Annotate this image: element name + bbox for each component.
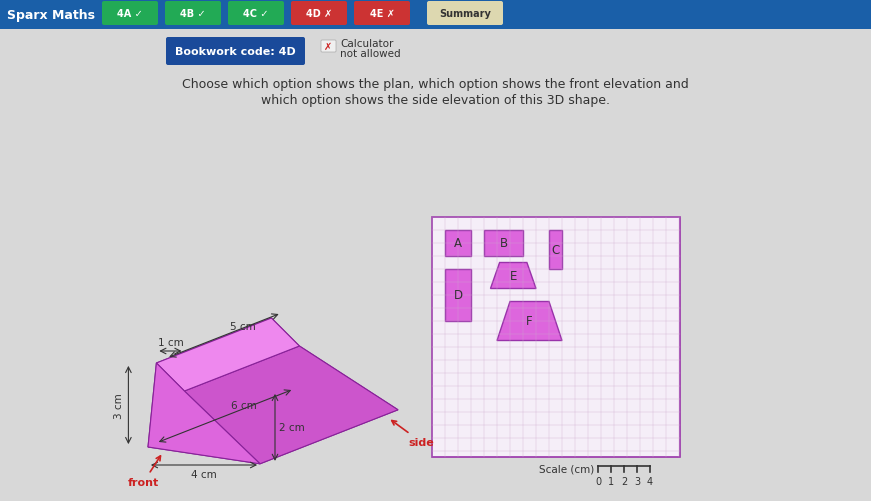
Text: 5 cm: 5 cm (230, 322, 256, 332)
Polygon shape (490, 263, 536, 289)
Polygon shape (185, 346, 398, 464)
Bar (549, 230, 562, 270)
FancyBboxPatch shape (321, 41, 336, 53)
Bar (445, 230, 471, 257)
Bar (484, 230, 523, 257)
Text: side: side (392, 421, 434, 447)
FancyBboxPatch shape (354, 2, 410, 26)
Bar (445, 270, 471, 321)
Text: 4A ✓: 4A ✓ (117, 9, 143, 19)
Polygon shape (148, 318, 286, 447)
Text: ✗: ✗ (324, 42, 332, 52)
Text: 2: 2 (621, 476, 627, 486)
Text: B: B (499, 237, 508, 250)
Text: 1: 1 (608, 476, 614, 486)
Text: 4: 4 (647, 476, 653, 486)
Polygon shape (157, 318, 300, 391)
Text: C: C (551, 243, 560, 257)
Text: 4E ✗: 4E ✗ (369, 9, 395, 19)
Text: 6 cm: 6 cm (231, 400, 257, 410)
FancyBboxPatch shape (165, 2, 221, 26)
FancyBboxPatch shape (291, 2, 347, 26)
Text: D: D (454, 289, 463, 302)
FancyBboxPatch shape (427, 2, 503, 26)
FancyBboxPatch shape (166, 38, 305, 66)
Text: front: front (128, 456, 160, 487)
Text: 4C ✓: 4C ✓ (243, 9, 269, 19)
Text: Bookwork code: 4D: Bookwork code: 4D (174, 47, 295, 57)
Text: 3: 3 (634, 476, 640, 486)
Text: which option shows the side elevation of this 3D shape.: which option shows the side elevation of… (260, 94, 610, 107)
Text: 3 cm: 3 cm (114, 392, 125, 418)
Text: 0: 0 (595, 476, 601, 486)
Text: Choose which option shows the plan, which option shows the front elevation and: Choose which option shows the plan, whic… (182, 78, 688, 91)
Text: Sparx Maths: Sparx Maths (7, 9, 95, 22)
Polygon shape (497, 302, 562, 341)
Text: 4B ✓: 4B ✓ (180, 9, 206, 19)
Text: E: E (510, 270, 517, 283)
Text: A: A (454, 237, 462, 250)
FancyBboxPatch shape (228, 2, 284, 26)
Text: Summary: Summary (439, 9, 491, 19)
Text: Scale (cm): Scale (cm) (539, 464, 594, 474)
Text: not allowed: not allowed (340, 49, 401, 59)
Text: 2 cm: 2 cm (279, 422, 305, 432)
Text: 1 cm: 1 cm (158, 337, 183, 347)
Text: F: F (526, 315, 533, 328)
Polygon shape (272, 318, 398, 410)
Text: 4D ✗: 4D ✗ (306, 9, 332, 19)
Polygon shape (148, 363, 260, 464)
Bar (432, 217, 680, 457)
Polygon shape (148, 393, 398, 464)
Bar (0, 0, 871, 30)
Text: Calculator: Calculator (340, 39, 394, 49)
FancyBboxPatch shape (102, 2, 158, 26)
Text: 4 cm: 4 cm (191, 469, 217, 479)
